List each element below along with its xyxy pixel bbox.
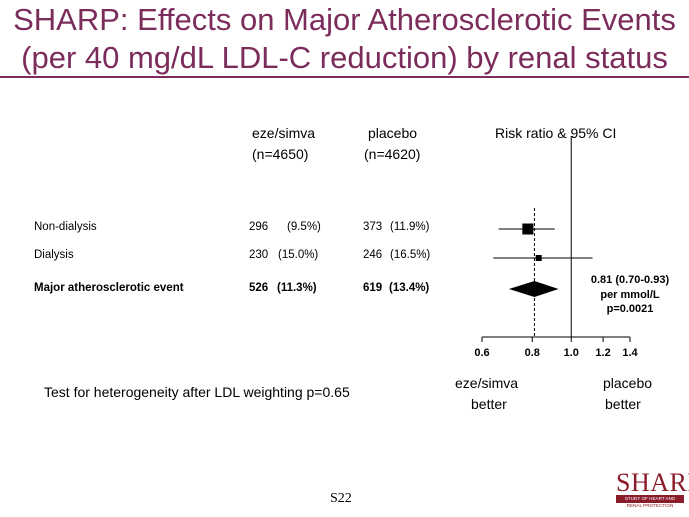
row-eze-count: 296 (249, 221, 269, 233)
favours-left-line-1: eze/simva (455, 375, 519, 391)
row-eze-percent: (11.3%) (277, 282, 317, 294)
slide-title-line-1: SHARP: Effects on Major Atherosclerotic … (13, 2, 676, 37)
estimate-square (535, 255, 542, 261)
x-tick-label: 1.0 (564, 347, 579, 359)
row-placebo-percent: (11.9%) (390, 221, 430, 233)
row-placebo-count: 246 (363, 249, 383, 261)
slide-title-line-2: (per 40 mg/dL LDL-C reduction) by renal … (21, 40, 668, 75)
estimate-square (522, 223, 534, 235)
row-eze-percent: (9.5%) (287, 221, 321, 233)
ci-column-header: Risk ratio & 95% CI (495, 125, 617, 141)
heterogeneity-test: Test for heterogeneity after LDL weighti… (44, 384, 350, 400)
placebo-column-header: placebo (368, 125, 418, 141)
eze-column-header: eze/simva (252, 125, 316, 141)
slide-number: S22 (330, 491, 352, 506)
row-eze-percent: (15.0%) (278, 249, 319, 261)
x-tick-label: 0.8 (525, 347, 540, 359)
x-tick-label: 1.2 (595, 347, 610, 359)
row-label-non-dialysis: Non-dialysis (34, 221, 97, 233)
logo-tagline-2: RENAL PROTECTION (626, 503, 674, 508)
summary-estimate: 0.81 (0.70-0.93) (590, 274, 670, 286)
logo-wordmark: SHARP (616, 468, 689, 497)
row-label-major-event: Major atherosclerotic event (34, 282, 184, 294)
logo-tagline-1: STUDY OF HEART AND (616, 495, 684, 503)
estimate-diamond (508, 281, 559, 297)
row-eze-count: 230 (249, 249, 269, 261)
row-label-dialysis: Dialysis (34, 249, 74, 261)
row-placebo-percent: (16.5%) (390, 249, 431, 261)
favours-left-line-2: better (471, 396, 507, 412)
eze-column-n: (n=4650) (252, 146, 309, 162)
placebo-column-n: (n=4620) (364, 146, 421, 162)
favours-right-line-1: placebo (603, 375, 653, 391)
favours-right-line-2: better (605, 396, 641, 412)
row-placebo-count: 619 (363, 282, 383, 294)
summary-units: per mmol/L (600, 289, 660, 301)
row-placebo-count: 373 (363, 221, 383, 233)
x-tick-label: 1.4 (622, 347, 638, 359)
row-eze-count: 526 (249, 282, 269, 294)
row-placebo-percent: (13.4%) (389, 282, 430, 294)
summary-p-value: p=0.0021 (606, 303, 654, 315)
x-tick-label: 0.6 (474, 347, 489, 359)
sharp-logo: SHARP STUDY OF HEART AND RENAL PROTECTIO… (616, 468, 689, 514)
title-underline (0, 76, 689, 78)
